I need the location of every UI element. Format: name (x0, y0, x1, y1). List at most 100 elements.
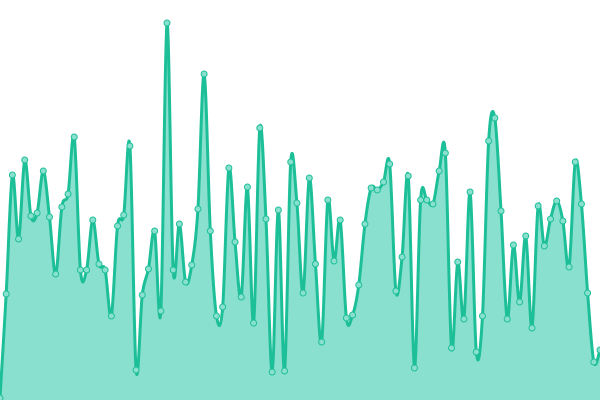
data-point-65 (398, 253, 406, 261)
data-point-54 (330, 257, 338, 265)
data-point-17 (101, 266, 109, 274)
data-point-63 (386, 160, 394, 168)
data-point-27 (163, 19, 171, 27)
data-point-67 (410, 364, 418, 372)
data-point-13 (76, 266, 84, 274)
data-point-33 (200, 70, 208, 78)
data-point-38 (231, 238, 239, 246)
data-point-18 (107, 312, 115, 320)
data-point-23 (138, 291, 146, 299)
data-point-15 (89, 216, 97, 224)
data-point-59 (361, 220, 369, 228)
data-point-42 (256, 124, 264, 132)
data-point-93 (571, 158, 579, 166)
data-point-97 (596, 346, 600, 354)
data-point-74 (454, 258, 462, 266)
data-point-39 (237, 293, 245, 301)
data-point-34 (206, 227, 214, 235)
data-point-9 (52, 270, 60, 278)
data-point-4 (21, 156, 29, 164)
data-point-79 (485, 137, 493, 145)
data-point-55 (336, 216, 344, 224)
data-point-76 (466, 188, 474, 196)
data-point-75 (460, 315, 468, 323)
data-point-40 (243, 183, 251, 191)
data-point-43 (262, 215, 270, 223)
data-point-96 (590, 358, 598, 366)
data-point-22 (132, 366, 140, 374)
data-point-69 (423, 196, 431, 204)
data-point-53 (324, 196, 332, 204)
data-point-57 (349, 311, 357, 319)
data-point-11 (64, 190, 72, 198)
data-point-46 (281, 367, 289, 375)
data-point-25 (151, 227, 159, 235)
data-point-31 (188, 261, 196, 269)
data-point-52 (318, 338, 326, 346)
data-point-87 (534, 202, 542, 210)
data-point-81 (497, 207, 505, 215)
data-point-66 (404, 172, 412, 180)
area-fill (0, 22, 600, 400)
data-point-6 (33, 209, 41, 217)
data-point-90 (553, 197, 561, 205)
data-point-48 (293, 199, 301, 207)
data-point-56 (342, 314, 350, 322)
data-point-64 (392, 287, 400, 295)
data-point-26 (157, 307, 165, 315)
data-point-44 (268, 368, 276, 376)
data-point-47 (287, 158, 295, 166)
data-point-41 (250, 319, 258, 327)
data-point-14 (83, 266, 91, 274)
data-point-86 (528, 324, 536, 332)
data-point-29 (175, 220, 183, 228)
data-point-3 (15, 235, 23, 243)
data-point-60 (367, 184, 375, 192)
data-point-37 (225, 164, 233, 172)
data-point-20 (120, 211, 128, 219)
data-point-5 (27, 212, 35, 220)
data-point-72 (441, 149, 449, 157)
data-point-32 (194, 205, 202, 213)
data-point-68 (417, 196, 425, 204)
data-point-7 (39, 167, 47, 175)
data-point-16 (95, 260, 103, 268)
data-point-2 (8, 171, 16, 179)
data-point-28 (169, 266, 177, 274)
data-point-82 (503, 315, 511, 323)
data-point-95 (584, 289, 592, 297)
data-point-62 (380, 178, 388, 186)
data-point-10 (58, 203, 66, 211)
data-markers (0, 19, 600, 400)
data-point-1 (2, 290, 10, 298)
data-point-24 (144, 265, 152, 273)
data-point-61 (373, 186, 381, 194)
data-point-94 (577, 200, 585, 208)
data-point-83 (509, 241, 517, 249)
data-point-30 (182, 278, 190, 286)
data-point-8 (45, 213, 53, 221)
data-point-80 (491, 114, 499, 122)
data-point-19 (114, 222, 122, 230)
data-point-73 (448, 344, 456, 352)
data-point-21 (126, 142, 134, 150)
data-point-50 (305, 174, 313, 182)
data-point-78 (478, 312, 486, 320)
data-point-91 (559, 217, 567, 225)
data-point-0 (0, 394, 4, 400)
data-point-85 (522, 232, 530, 240)
data-point-92 (565, 263, 573, 271)
data-point-89 (547, 215, 555, 223)
data-point-71 (435, 167, 443, 175)
data-point-45 (274, 206, 282, 214)
data-point-77 (472, 348, 480, 356)
data-point-84 (516, 298, 524, 306)
data-point-35 (212, 312, 220, 320)
data-point-58 (355, 281, 363, 289)
data-point-70 (429, 200, 437, 208)
data-point-51 (311, 260, 319, 268)
data-point-36 (219, 303, 227, 311)
data-point-88 (540, 242, 548, 250)
data-point-12 (70, 133, 78, 141)
